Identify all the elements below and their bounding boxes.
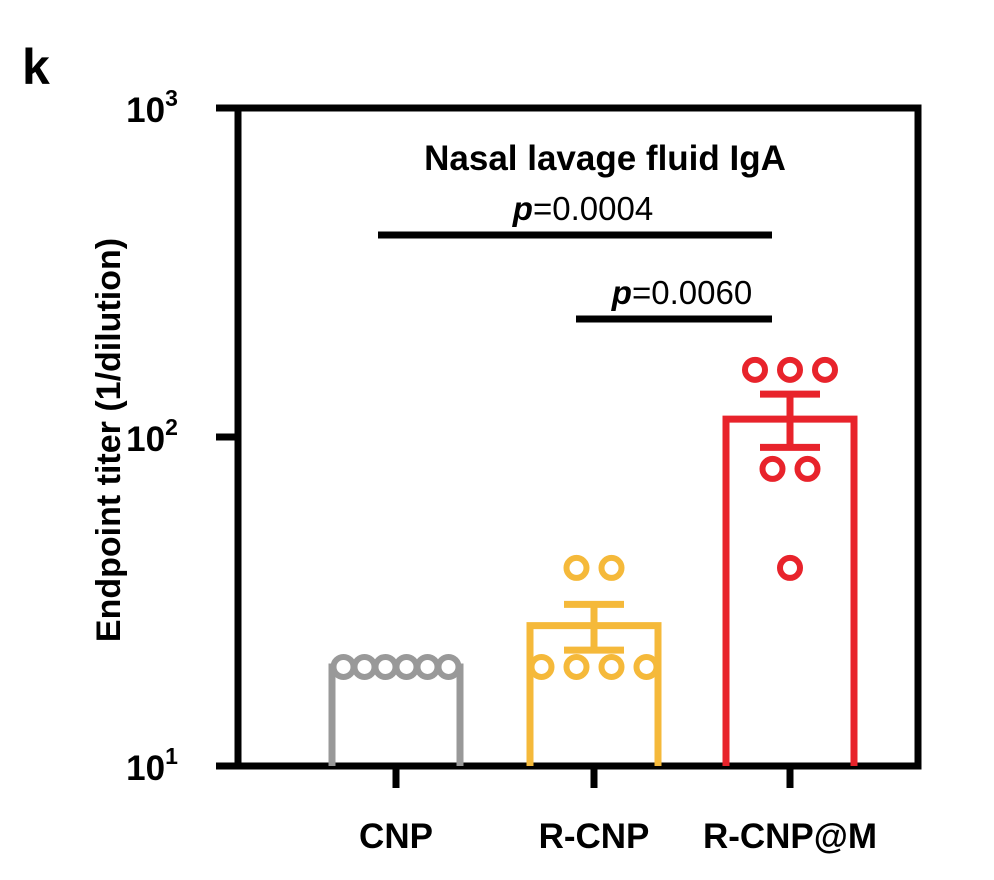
chart-title: Nasal lavage fluid IgA (424, 139, 786, 178)
data-point-2-160-1 (777, 356, 803, 383)
data-points (330, 356, 838, 680)
x-tick-label-1: R-CNP (539, 817, 650, 856)
significance-annotations: p=0.0004 p=0.0060 (378, 190, 772, 323)
data-point-0-20-2 (372, 653, 399, 680)
data-point-1-40-0 (563, 554, 590, 581)
data-point-2-80-0 (759, 455, 786, 482)
significance-label-1: p=0.0060 (611, 274, 752, 311)
panel-label: k (22, 39, 50, 95)
significance-label-0: p=0.0004 (512, 190, 653, 227)
bar-2 (722, 415, 858, 766)
data-point-0-20-1 (351, 653, 378, 680)
data-point-0-20-3 (393, 653, 420, 680)
data-point-0-20-4 (414, 653, 441, 680)
x-tick-label-0: CNP (359, 817, 433, 856)
data-point-2-160-2 (812, 356, 838, 383)
data-point-1-20-0 (528, 653, 555, 680)
data-point-2-40-0 (777, 554, 803, 581)
data-point-2-160-0 (742, 356, 768, 383)
data-point-1-20-3 (633, 653, 660, 680)
data-point-1-40-1 (598, 554, 625, 581)
y-tick-label-2: 103 (126, 85, 178, 130)
y-tick-label-1: 102 (126, 414, 178, 459)
data-point-0-20-0 (330, 653, 357, 680)
y-tick-label-0: 101 (126, 743, 178, 788)
error-bars (564, 390, 820, 654)
data-point-2-80-1 (794, 455, 821, 482)
data-point-1-20-1 (563, 653, 590, 680)
data-point-0-20-5 (435, 653, 462, 680)
data-point-1-20-2 (598, 653, 625, 680)
bar-0 (328, 663, 464, 766)
y-axis-label: Endpoint titer (1/dilution) (90, 238, 128, 642)
axes: 101 102 103 CNP R-CNP R-CNP@M (126, 85, 922, 856)
x-tick-label-2: R-CNP@M (703, 817, 877, 856)
